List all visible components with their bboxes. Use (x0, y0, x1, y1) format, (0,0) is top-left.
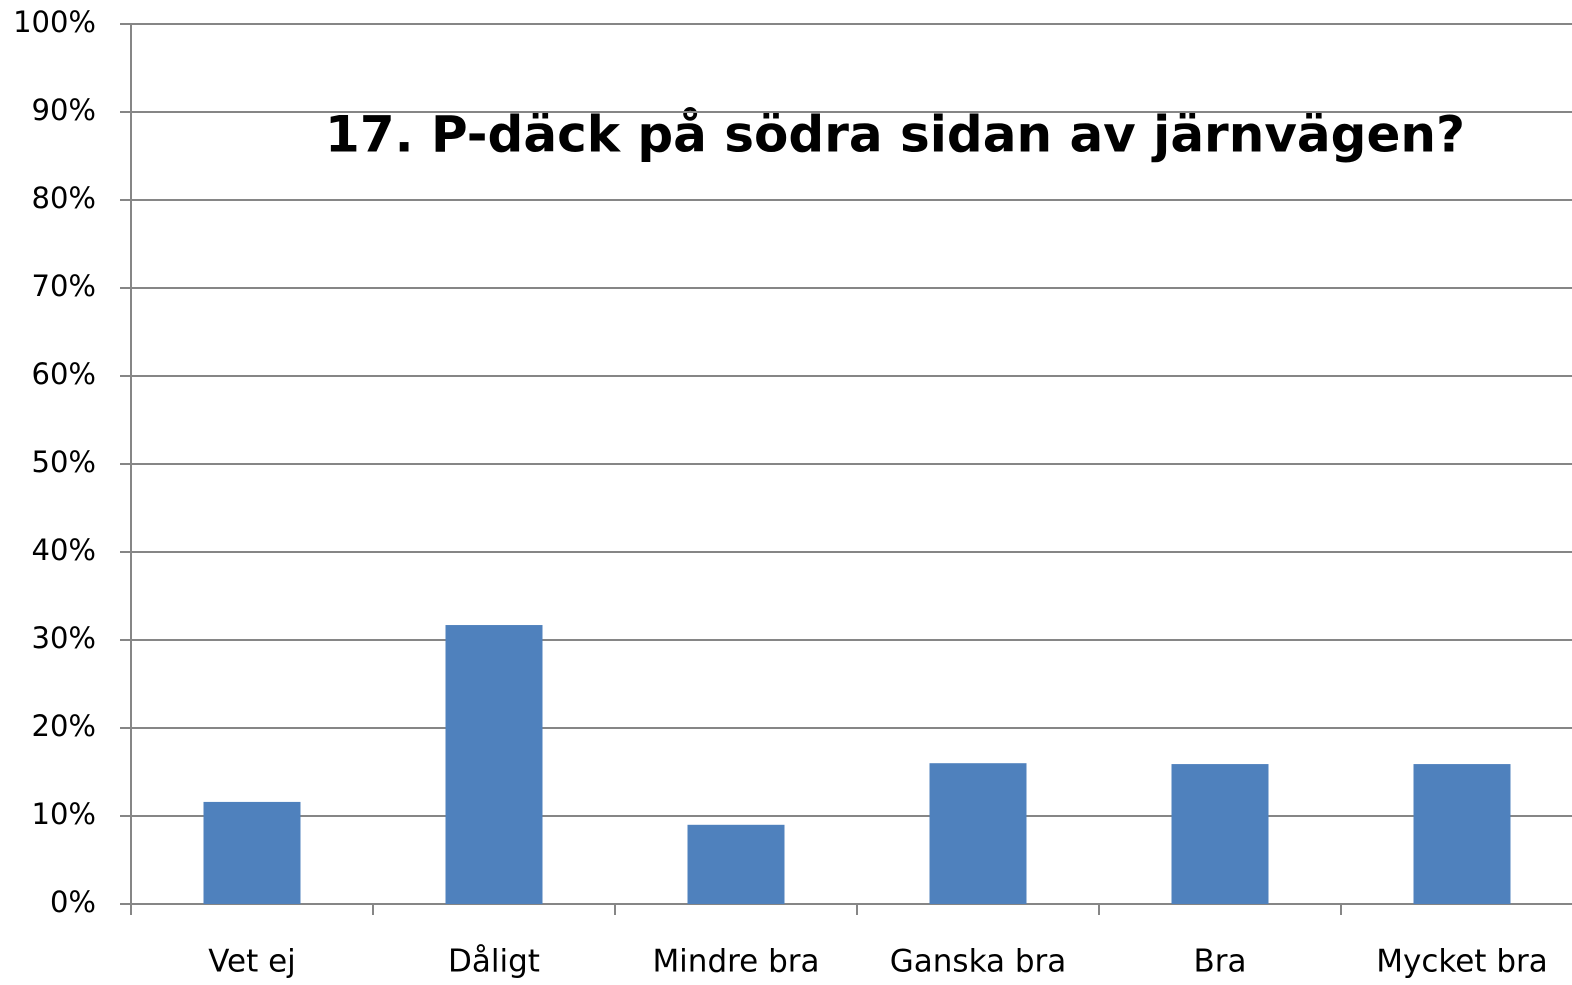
bar (445, 625, 543, 904)
y-tick-label: 100% (13, 5, 96, 39)
bar (1171, 764, 1269, 904)
y-tick-label: 10% (32, 797, 96, 831)
x-tick-label: Mindre bra (652, 944, 819, 980)
x-tick-label: Vet ej (208, 944, 296, 980)
bar (1413, 764, 1511, 904)
bar (203, 801, 301, 904)
bar (929, 763, 1027, 904)
y-tick-label: 90% (32, 93, 96, 127)
chart-title: 17. P-däck på södra sidan av järnvägen? (325, 106, 1465, 164)
x-tick-label: Ganska bra (890, 944, 1067, 980)
y-tick-label: 80% (32, 181, 96, 215)
y-tick-label: 50% (32, 445, 96, 479)
y-tick-label: 40% (32, 533, 96, 567)
y-tick-label: 0% (50, 885, 96, 919)
y-tick-label: 60% (32, 357, 96, 391)
x-tick-label: Mycket bra (1376, 944, 1547, 980)
y-tick-label: 20% (32, 709, 96, 743)
x-tick-label: Bra (1193, 944, 1246, 980)
y-tick-label: 70% (32, 269, 96, 303)
x-tick-label: Dåligt (448, 944, 540, 980)
y-tick-label: 30% (32, 621, 96, 655)
bar (687, 824, 785, 904)
